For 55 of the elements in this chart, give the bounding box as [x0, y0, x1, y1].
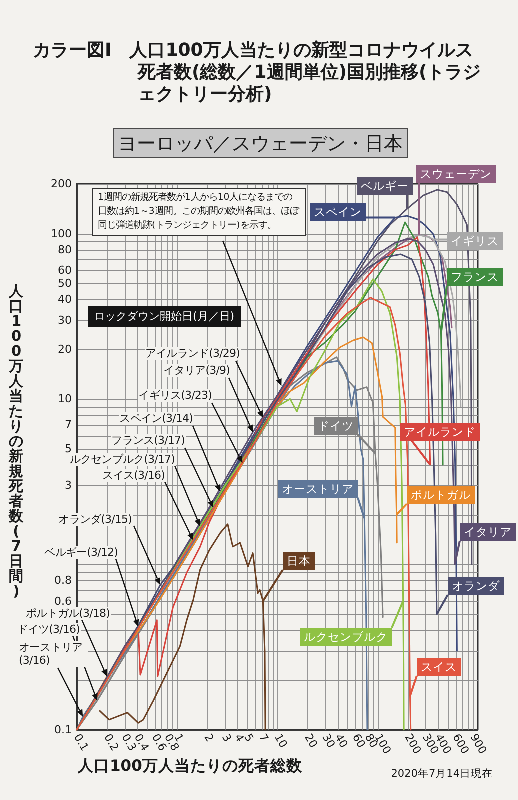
- annotation: フランス(3/17): [110, 434, 186, 447]
- y-tick-label: 60: [58, 264, 72, 277]
- series-label: イタリア: [460, 523, 516, 541]
- text: 2020年7月14日現在: [391, 767, 493, 781]
- y-tick-label: 50: [58, 277, 72, 290]
- x-tick-label: 30: [320, 732, 338, 750]
- y-tick-label: 20: [58, 342, 72, 356]
- annotation: 1週間の新規死者数が1人から10人になるまでの日数は約1～3週間。この期間の欧州各国は、ほぼ同じ弾道軌跡(トランジェクトリー)を示す。: [92, 188, 306, 236]
- y-tick-label: 100: [51, 227, 72, 240]
- y-tick-label: 30: [58, 314, 72, 327]
- series-label: ルクセンブルク: [300, 628, 392, 646]
- y-tick-label: 10: [58, 392, 72, 406]
- chart-title: カラー図Ⅰ 人口100万人当たりの新型コロナウイルス死者数(総数／1週間単位)国別推移(トラジェクトリー分析): [33, 40, 482, 106]
- text: 人口100万人当たりの新規死者数(7日間): [9, 284, 24, 600]
- legend-label: イギリス: [447, 232, 503, 250]
- series-label: ドイツ: [314, 417, 358, 435]
- annotation: ルクセンブルク(3/17): [68, 453, 176, 466]
- y-tick-label: 40: [58, 293, 72, 306]
- series-label: オランダ: [448, 577, 504, 595]
- y-tick-label: 5: [65, 442, 72, 456]
- text: 日本: [283, 552, 315, 570]
- text: スウェーデン: [416, 165, 496, 183]
- annotation: オランダ(3/15): [58, 513, 133, 526]
- annotation: ロックダウン開始日(月／日): [88, 306, 241, 327]
- y-tick-label: 200: [51, 178, 72, 190]
- annotation: イギリス(3/23): [138, 389, 213, 402]
- series-label: ベルギー: [357, 177, 413, 195]
- annotation: ベルギー(3/12): [44, 546, 119, 559]
- x-tick-label: 2: [202, 732, 217, 744]
- annotation: ポルトガル(3/18): [25, 607, 111, 620]
- series-label: フランス: [447, 268, 503, 286]
- y-tick-label: 0.6: [54, 594, 72, 608]
- series-label: オーストリア: [278, 480, 358, 498]
- x-tick-label: 20: [302, 732, 320, 750]
- y-tick-label: 0.1: [54, 724, 72, 736]
- series-label: アイルランド: [400, 423, 480, 441]
- chart-subtitle: ヨーロッパ／スウェーデン・日本: [113, 128, 408, 158]
- annotation: アイルランド(3/29): [144, 347, 241, 360]
- x-axis-title: 人口100万人当たりの死者総数: [78, 756, 302, 777]
- annotation: ドイツ(3/16): [16, 623, 81, 636]
- y-tick-label: 7: [65, 418, 72, 432]
- annotation: イタリア(3/9): [162, 364, 231, 377]
- y-tick-label: 3: [65, 479, 72, 492]
- x-tick-label: 0.2: [102, 732, 122, 754]
- x-tick-label: 3: [219, 732, 234, 744]
- y-tick-label: 80: [58, 243, 72, 256]
- series-label: スイス: [417, 658, 461, 676]
- annotation: スペイン(3/14): [118, 412, 194, 425]
- x-tick-label: 10: [272, 732, 290, 750]
- text: スペイン: [310, 203, 366, 221]
- annotation: スイス(3/16): [101, 469, 166, 482]
- x-tick-label: 7: [256, 732, 272, 744]
- annotation: オーストリア(3/16): [18, 641, 88, 667]
- series-label: ポルトガル: [407, 486, 475, 504]
- y-tick-label: 0.8: [54, 574, 72, 588]
